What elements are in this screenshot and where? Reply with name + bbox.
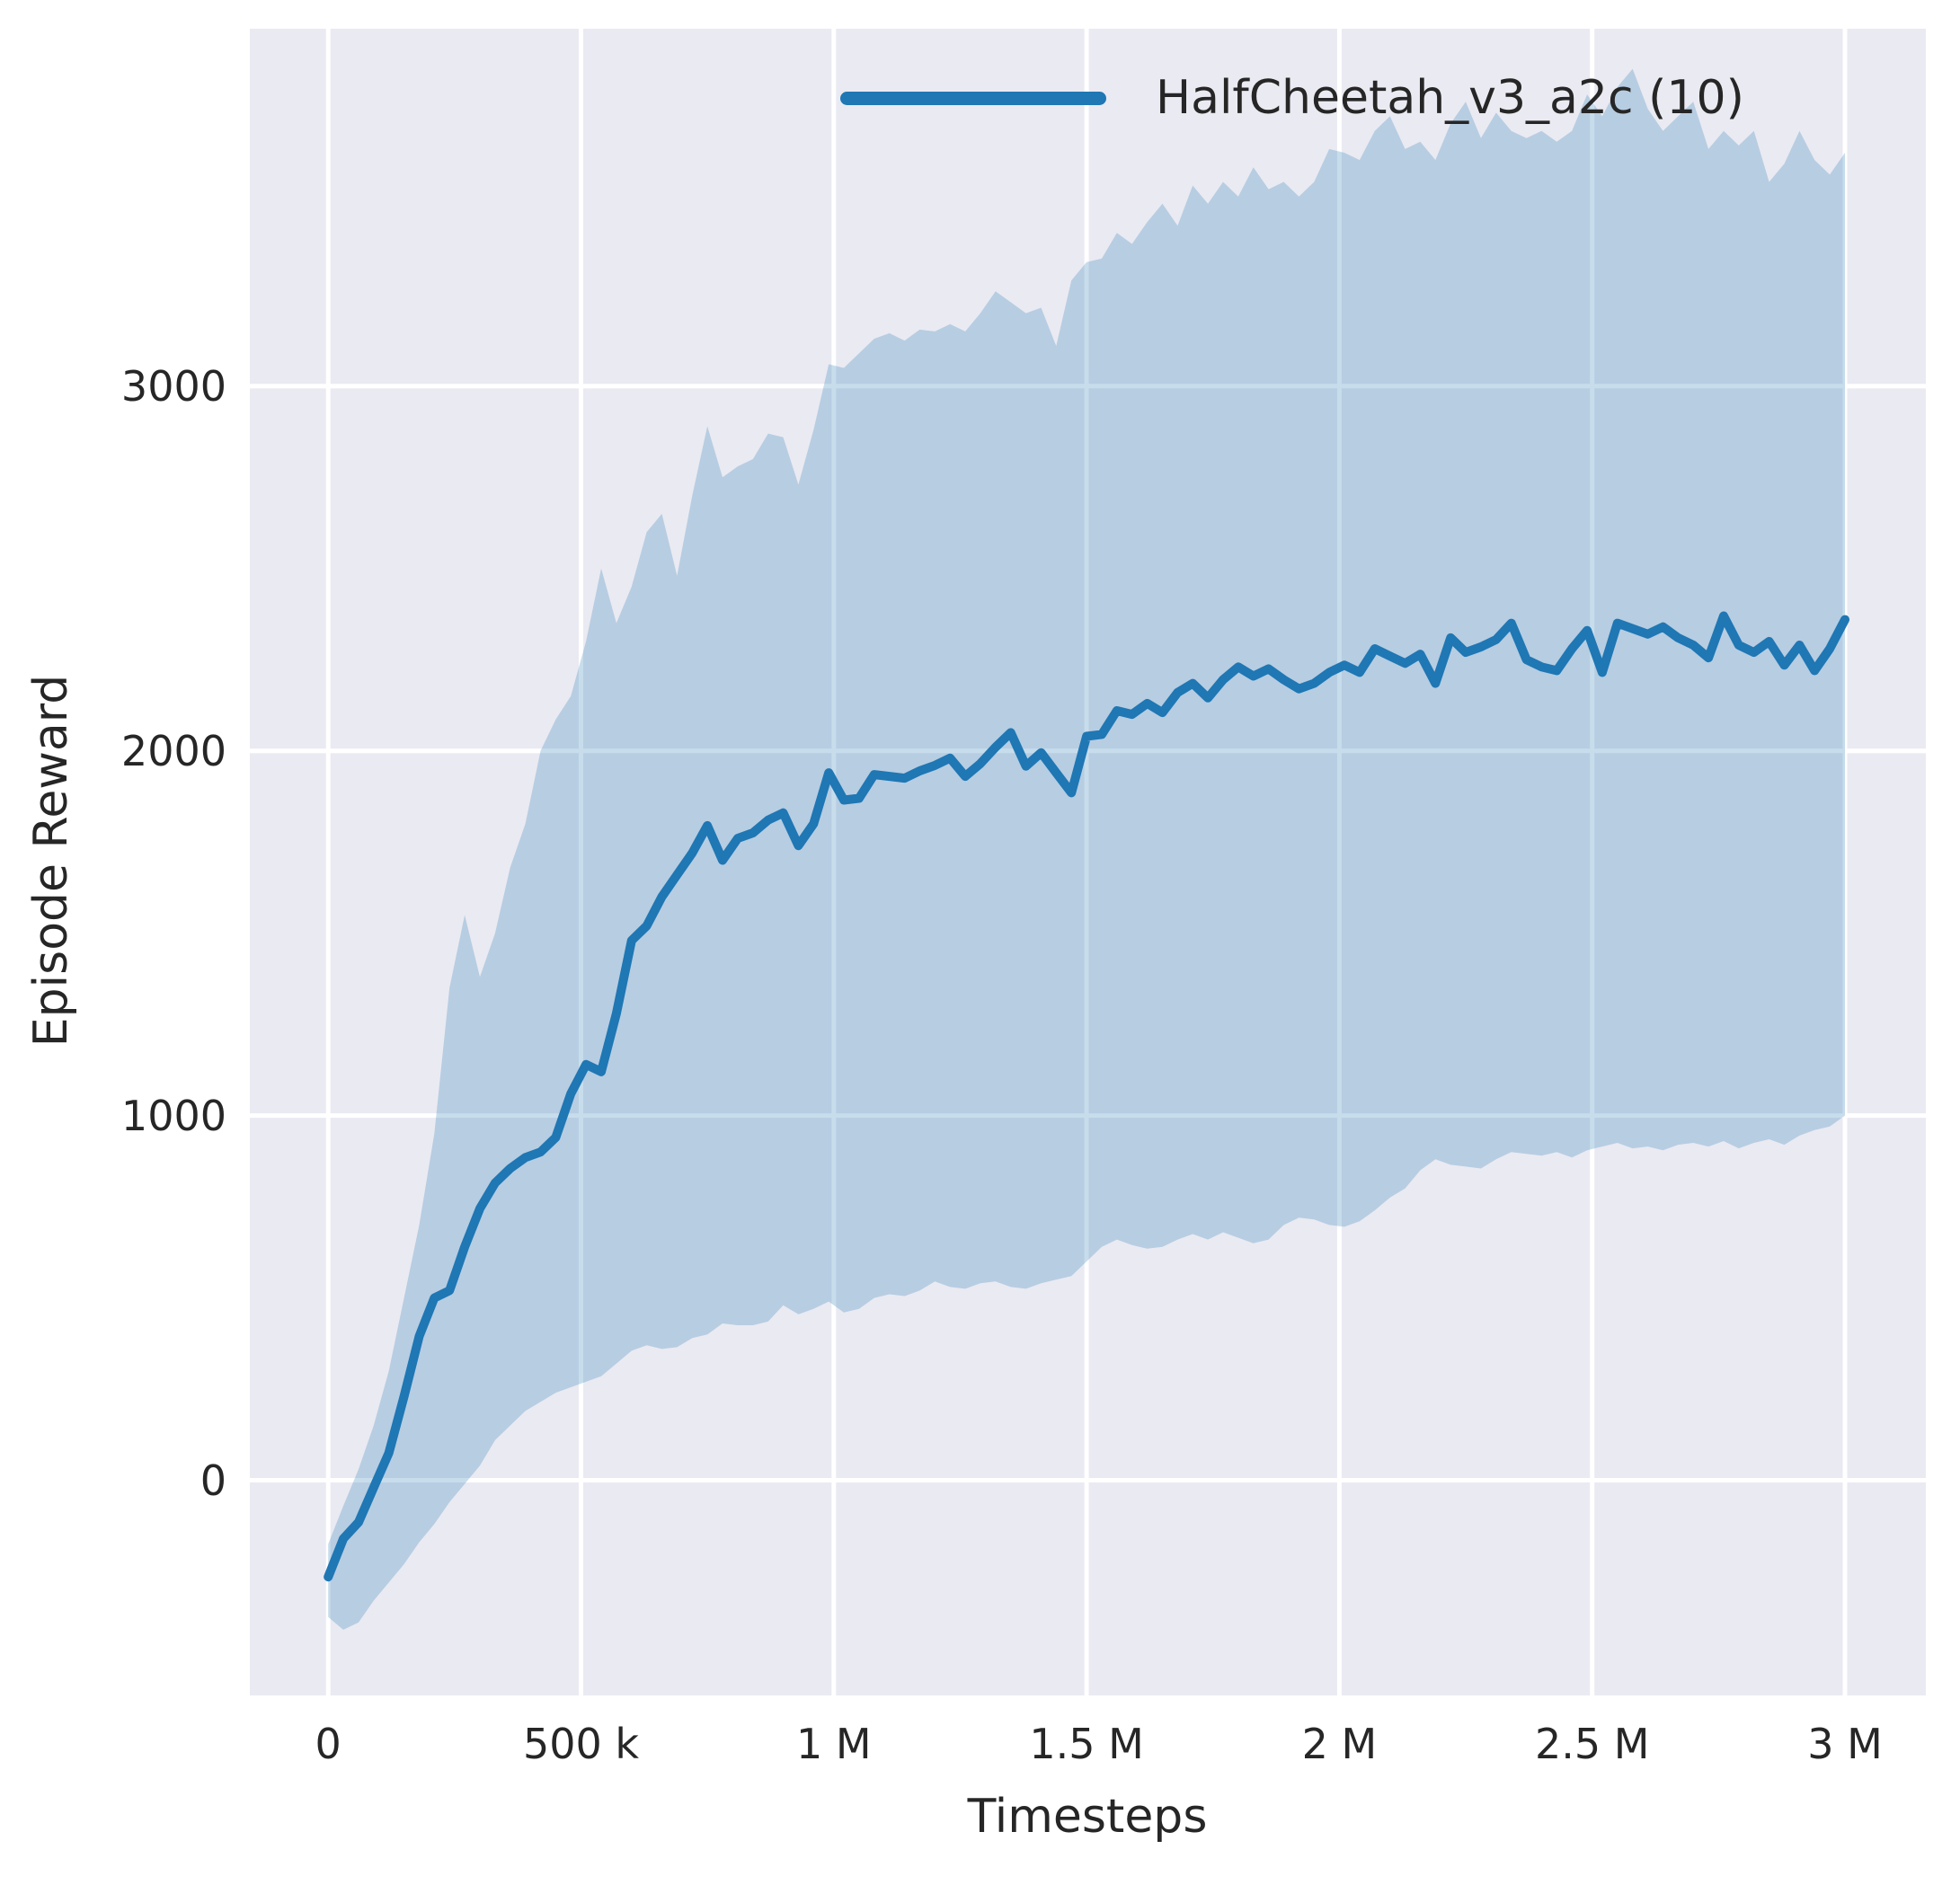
- y-tick-label: 0: [200, 1456, 226, 1505]
- x-tick-label: 500 k: [522, 1720, 640, 1768]
- mean-line: [324, 611, 1849, 1582]
- y-tick-label: 1000: [120, 1091, 226, 1140]
- gridlines: [250, 29, 1926, 1695]
- x-tick-label: 0: [315, 1720, 341, 1768]
- x-tick-label: 2 M: [1301, 1720, 1378, 1768]
- y-tick-label: 2000: [120, 726, 226, 775]
- x-tick-label: 2.5 M: [1534, 1720, 1650, 1768]
- x-tick-label: 3 M: [1807, 1720, 1883, 1768]
- legend-line-swatch: [840, 91, 1106, 105]
- x-axis-label: Timesteps: [967, 1790, 1208, 1844]
- x-tick-label: 1.5 M: [1029, 1720, 1144, 1768]
- y-axis-label: Episode Reward: [24, 674, 78, 1048]
- y-tick-label: 3000: [120, 361, 226, 411]
- confidence-band: [328, 68, 1846, 1630]
- legend: HalfCheetah_v3_a2c (10): [840, 72, 1744, 124]
- legend-entry-label: HalfCheetah_v3_a2c (10): [1156, 71, 1744, 125]
- x-tick-label: 1 M: [795, 1720, 872, 1768]
